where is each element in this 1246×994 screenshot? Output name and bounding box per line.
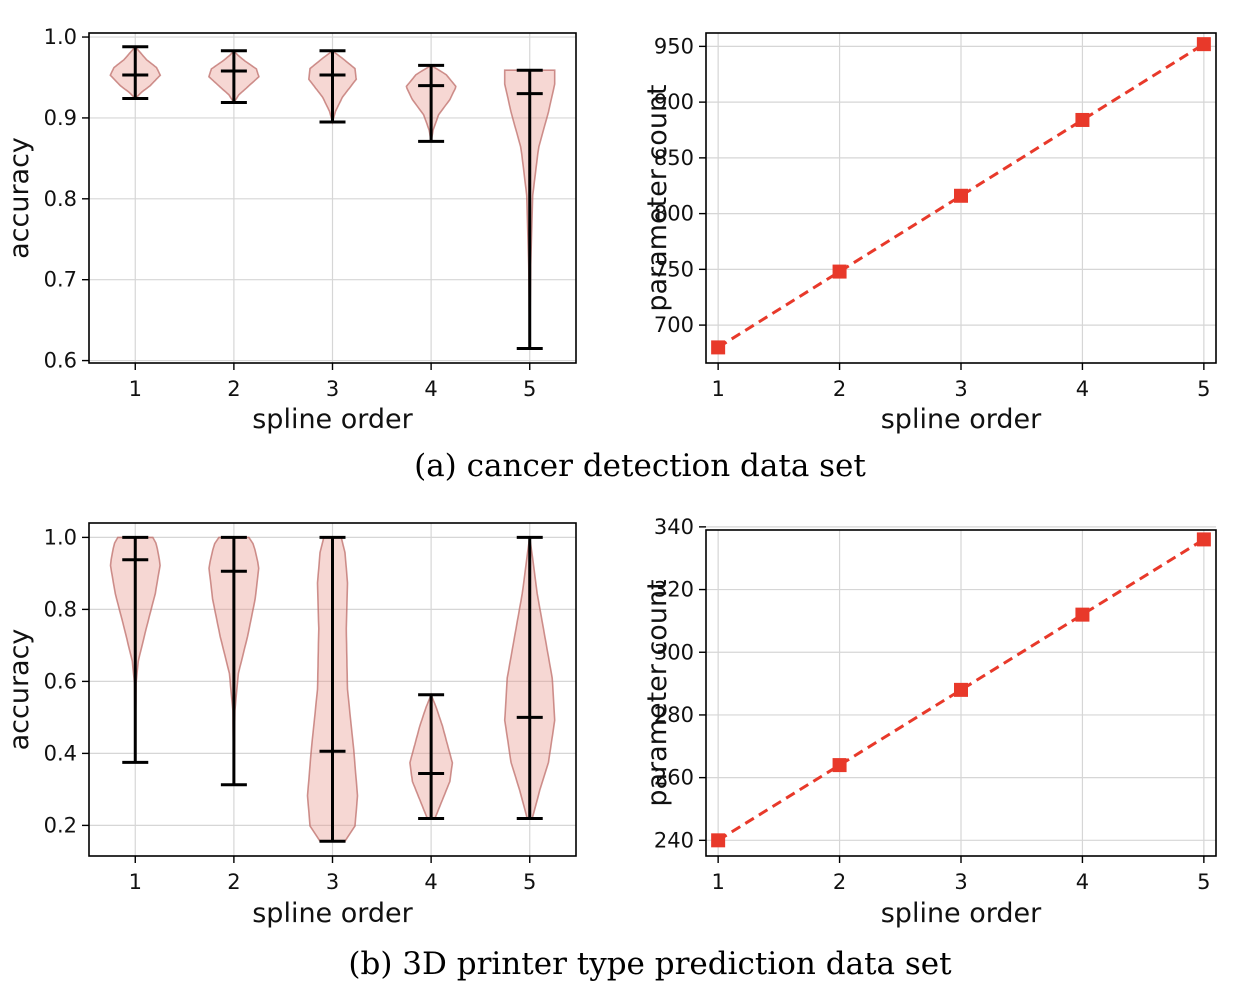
x-tick-label: 1 bbox=[129, 377, 142, 401]
x-tick-label: 4 bbox=[424, 377, 437, 401]
x-axis-label: spline order bbox=[881, 898, 1042, 929]
y-tick-label: 1.0 bbox=[44, 25, 77, 49]
y-tick-label: 950 bbox=[654, 34, 694, 58]
caption-a: (a) cancer detection data set bbox=[414, 448, 866, 484]
y-tick-label: 280 bbox=[654, 703, 694, 727]
y-tick-label: 340 bbox=[654, 515, 694, 539]
data-point-marker bbox=[1196, 532, 1211, 547]
x-tick-label: 3 bbox=[954, 870, 967, 894]
caption-b: (b) 3D printer type prediction data set bbox=[348, 946, 952, 982]
x-tick-label: 1 bbox=[129, 870, 142, 894]
x-tick-label: 4 bbox=[1076, 377, 1089, 401]
y-tick-label: 700 bbox=[654, 313, 694, 337]
data-point-marker bbox=[1075, 112, 1090, 127]
y-axis-label: parameter count bbox=[642, 579, 673, 806]
y-tick-label: 0.8 bbox=[44, 187, 77, 211]
x-tick-label: 4 bbox=[424, 870, 437, 894]
y-axis-label: accuracy bbox=[4, 137, 35, 259]
data-point-marker bbox=[1075, 607, 1090, 622]
x-tick-label: 3 bbox=[326, 377, 339, 401]
y-tick-label: 260 bbox=[654, 766, 694, 790]
panel-a-accuracy-chart: 0.6 0.7 0.8 0.9 1.0 1 2 3 4 5 spline order accuracy bbox=[4, 25, 577, 435]
data-point-marker bbox=[954, 188, 968, 203]
x-axis-label: spline order bbox=[252, 404, 413, 435]
y-axis-label: accuracy bbox=[4, 629, 35, 751]
x-tick-label: 3 bbox=[954, 377, 967, 401]
y-tick-label: 240 bbox=[654, 828, 694, 852]
plot-frame bbox=[88, 522, 577, 857]
x-tick-label: 2 bbox=[833, 870, 846, 894]
x-tick-label: 5 bbox=[523, 377, 536, 401]
y-tick-label: 0.4 bbox=[44, 741, 77, 765]
panel-a-parameter-chart: 700 750 800 850 900 950 1 2 3 4 5 spline order param… bbox=[642, 32, 1217, 435]
plot-frame bbox=[88, 32, 577, 364]
y-tick-label: 750 bbox=[654, 257, 694, 281]
y-tick-label: 0.7 bbox=[44, 268, 77, 292]
data-point-marker bbox=[711, 340, 726, 355]
data-point-marker bbox=[832, 264, 847, 279]
x-tick-label: 1 bbox=[711, 870, 724, 894]
data-point-marker bbox=[1196, 37, 1211, 52]
y-tick-label: 1.0 bbox=[44, 525, 77, 549]
plot-frame bbox=[705, 529, 1217, 857]
y-tick-label: 0.6 bbox=[44, 349, 77, 373]
y-tick-label: 0.8 bbox=[44, 597, 77, 621]
y-tick-label: 300 bbox=[654, 640, 694, 664]
x-tick-label: 3 bbox=[326, 870, 339, 894]
data-point-marker bbox=[711, 833, 726, 848]
x-tick-label: 5 bbox=[1197, 377, 1210, 401]
y-tick-label: 900 bbox=[654, 90, 694, 114]
y-tick-label: 320 bbox=[654, 578, 694, 602]
x-axis-label: spline order bbox=[252, 898, 413, 929]
x-tick-label: 2 bbox=[227, 870, 240, 894]
data-point-marker bbox=[954, 682, 968, 697]
y-tick-label: 0.6 bbox=[44, 669, 77, 693]
panel-b-parameter-chart: 240 260 280 300 320 340 1 2 3 4 5 spline order param… bbox=[642, 515, 1217, 929]
x-axis-label: spline order bbox=[881, 404, 1042, 435]
y-tick-label: 800 bbox=[654, 202, 694, 226]
x-tick-label: 5 bbox=[1197, 870, 1210, 894]
y-axis-label: parameter count bbox=[642, 84, 673, 311]
y-tick-label: 0.2 bbox=[44, 813, 77, 837]
y-tick-label: 0.9 bbox=[44, 106, 77, 130]
x-tick-label: 2 bbox=[227, 377, 240, 401]
x-tick-label: 1 bbox=[711, 377, 724, 401]
y-tick-label: 850 bbox=[654, 146, 694, 170]
x-tick-label: 2 bbox=[833, 377, 846, 401]
x-tick-label: 4 bbox=[1076, 870, 1089, 894]
x-tick-label: 5 bbox=[523, 870, 536, 894]
panel-b-accuracy-chart: 0.2 0.4 0.6 0.8 1.0 1 2 3 4 5 spline order accuracy bbox=[4, 522, 577, 929]
data-point-marker bbox=[832, 758, 847, 773]
plot-frame bbox=[705, 32, 1217, 364]
